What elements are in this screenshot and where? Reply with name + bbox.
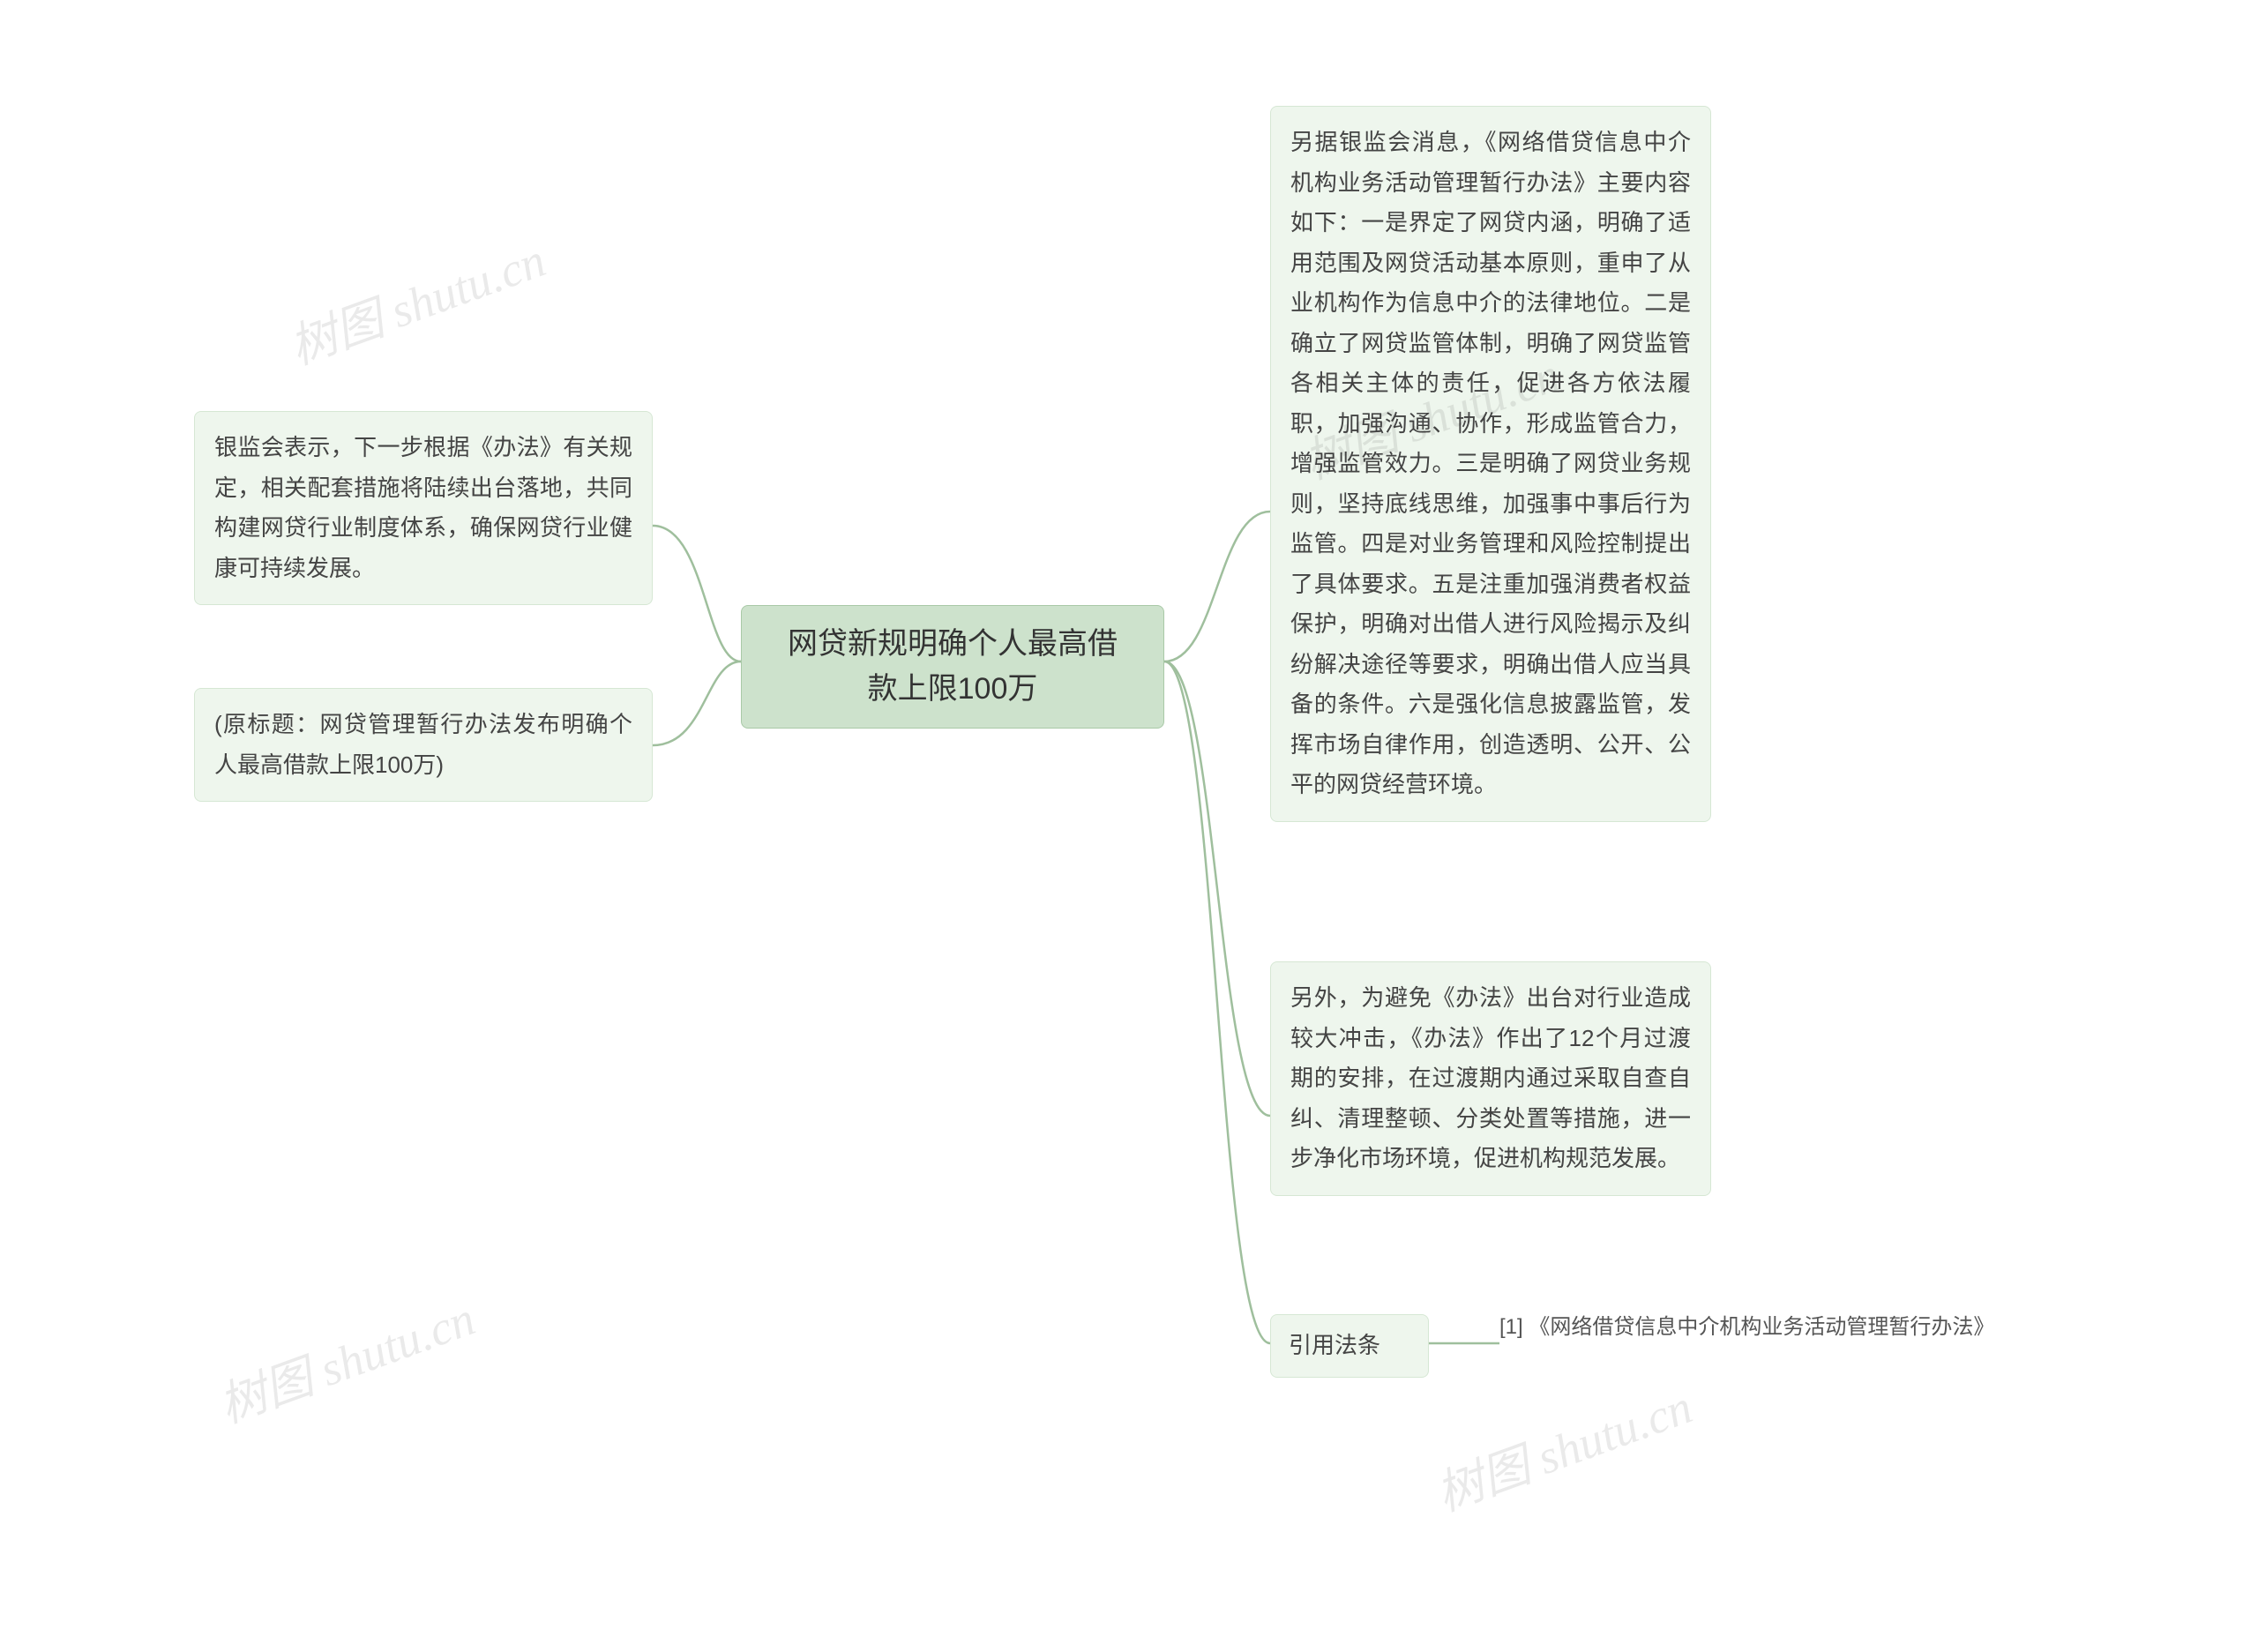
right-node-3-label: 引用法条: [1289, 1332, 1380, 1358]
right-node-2-text: 另外，为避免《办法》出台对行业造成较大冲击，《办法》作出了12个月过渡期的安排，…: [1290, 984, 1691, 1171]
right-node-2: 另外，为避免《办法》出台对行业造成较大冲击，《办法》作出了12个月过渡期的安排，…: [1270, 961, 1711, 1196]
connector-lines: [0, 0, 2258, 1652]
left-node-1-text: 银监会表示，下一步根据《办法》有关规定，相关配套措施将陆续出台落地，共同构建网贷…: [214, 434, 632, 581]
left-node-2-text: (原标题：网贷管理暂行办法发布明确个人最高借款上限100万): [214, 711, 632, 778]
watermark-4: 树图 shutu.cn: [1425, 1368, 1701, 1525]
left-node-1: 银监会表示，下一步根据《办法》有关规定，相关配套措施将陆续出台落地，共同构建网贷…: [194, 411, 653, 605]
right-node-1-text: 另据银监会消息，《网络借贷信息中介机构业务活动管理暂行办法》主要内容如下：一是界…: [1290, 129, 1691, 797]
right-node-3-leaf-text: [1] 《网络借贷信息中介机构业务活动管理暂行办法》: [1499, 1315, 1994, 1339]
right-node-3: 引用法条: [1270, 1314, 1429, 1378]
watermark-3: 树图 shutu.cn: [208, 1280, 483, 1437]
right-node-1: 另据银监会消息，《网络借贷信息中介机构业务活动管理暂行办法》主要内容如下：一是界…: [1270, 106, 1711, 822]
left-node-2: (原标题：网贷管理暂行办法发布明确个人最高借款上限100万): [194, 688, 653, 802]
center-line2: 款上限100万: [761, 667, 1144, 712]
center-topic: 网贷新规明确个人最高借 款上限100万: [741, 605, 1164, 729]
center-line1: 网贷新规明确个人最高借: [761, 622, 1144, 667]
watermark-1: 树图 shutu.cn: [279, 221, 554, 378]
right-node-3-leaf: [1] 《网络借贷信息中介机构业务活动管理暂行办法》: [1499, 1311, 2011, 1343]
